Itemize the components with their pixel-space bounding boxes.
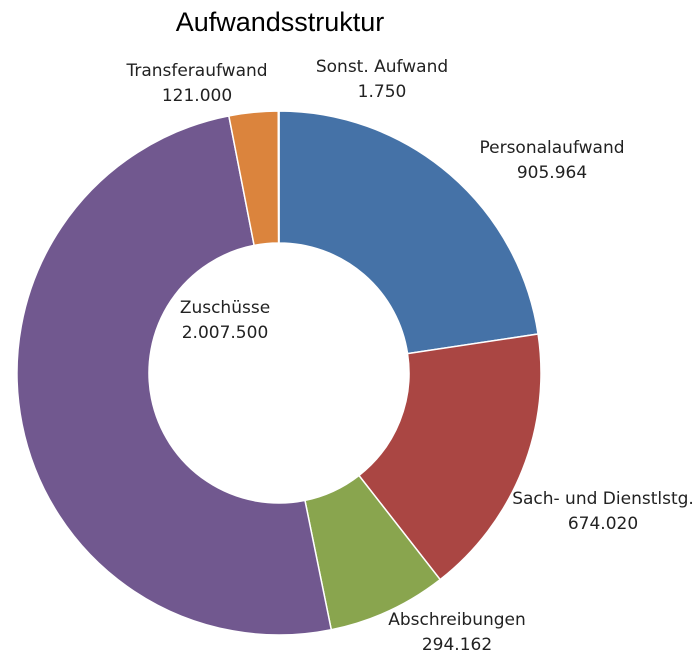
donut-slice xyxy=(278,110,539,355)
donut-slice xyxy=(277,110,280,244)
slice-value: 2.007.500 xyxy=(182,323,269,343)
slice-label: Personalaufwand xyxy=(479,138,624,158)
donut-slice xyxy=(16,114,333,636)
slice-label: Zuschüsse xyxy=(180,298,270,318)
slice-value: 121.000 xyxy=(162,86,232,106)
slice-value: 294.162 xyxy=(422,635,492,655)
chart-title: Aufwandsstruktur xyxy=(176,7,385,37)
slice-value: 905.964 xyxy=(517,163,587,183)
slice-label: Abschreibungen xyxy=(388,610,526,630)
slice-label: Sonst. Aufwand xyxy=(316,57,448,77)
donut-slice xyxy=(357,333,542,581)
slice-value: 1.750 xyxy=(358,82,407,102)
slice-value: 674.020 xyxy=(568,514,638,534)
slice-label: Transferaufwand xyxy=(125,61,267,81)
slice-label: Sach- und Dienstlstg. xyxy=(512,489,694,509)
